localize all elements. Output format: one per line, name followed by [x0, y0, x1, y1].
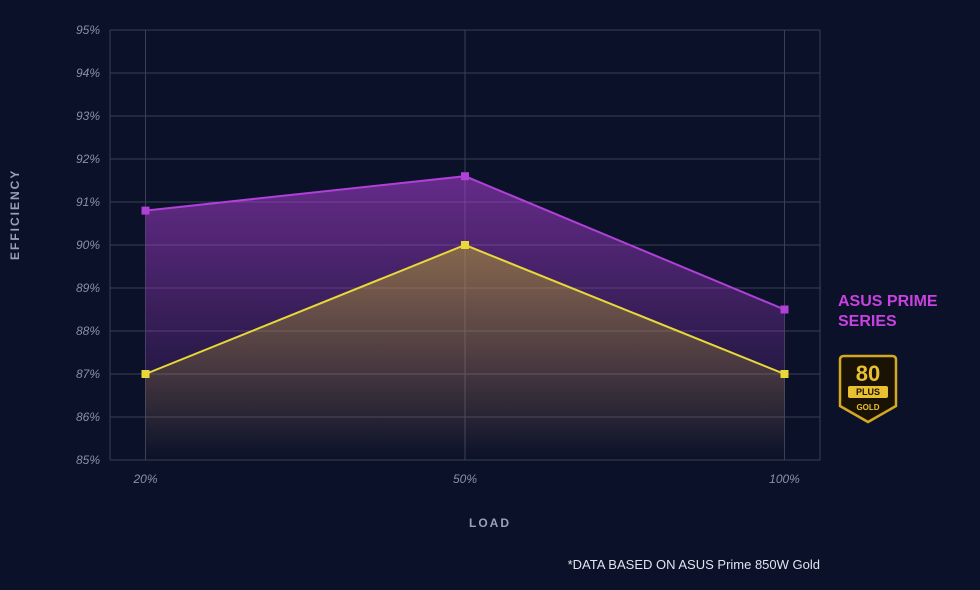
marker-asus-prime-2 — [781, 306, 789, 314]
marker-80plus-gold-2 — [781, 370, 789, 378]
badge-gold-text: GOLD — [856, 403, 879, 412]
marker-80plus-gold-1 — [461, 241, 469, 249]
badge-80-text: 80 — [856, 361, 880, 386]
legend-asus-prime: ASUS PRIMESERIES — [838, 292, 968, 334]
chart-footnote: *DATA BASED ON ASUS Prime 850W Gold — [568, 557, 820, 572]
marker-asus-prime-0 — [142, 207, 150, 215]
marker-asus-prime-1 — [461, 172, 469, 180]
badge-plus-text: PLUS — [856, 387, 880, 397]
badge-80plus-gold: 80 PLUS GOLD — [838, 354, 898, 424]
chart-container: EFFICIENCY LOAD 85% 86% 87% 88% 89% 90% … — [0, 0, 980, 590]
efficiency-chart — [0, 0, 980, 590]
marker-80plus-gold-0 — [142, 370, 150, 378]
